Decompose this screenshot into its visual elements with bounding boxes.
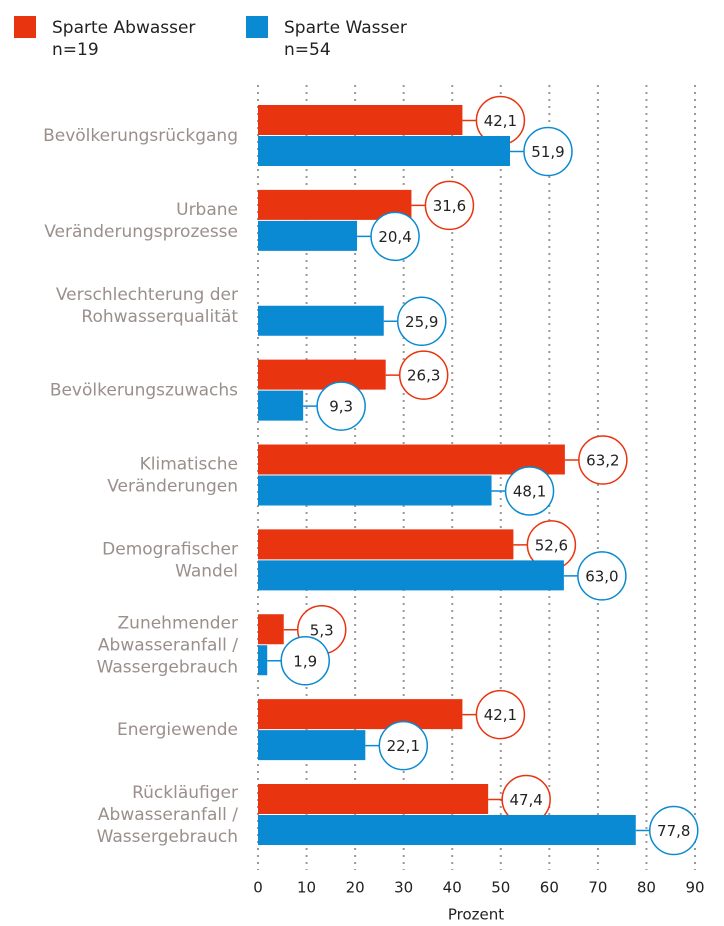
label-bubble	[397, 296, 447, 346]
category-label: Demografischer	[102, 539, 238, 559]
label-bubble	[316, 381, 366, 431]
bar	[258, 699, 463, 730]
value-label: 52,6	[535, 536, 568, 554]
category-label: Wandel	[175, 561, 238, 581]
x-tick-label: 60	[540, 879, 559, 897]
bar	[258, 136, 511, 166]
bar	[258, 390, 304, 421]
legend-note: n=19	[52, 40, 99, 60]
value-label: 31,6	[433, 197, 466, 215]
label-bubble	[523, 126, 573, 177]
x-tick-label: 10	[297, 879, 316, 897]
category-label: Abwasseranfall /	[98, 805, 238, 825]
value-label: 22,1	[387, 737, 420, 755]
category-label: Veränderungen	[107, 477, 238, 497]
category-label: Wassergebrauch	[97, 657, 238, 677]
bar	[258, 359, 386, 390]
category-label: Abwasseranfall /	[98, 635, 238, 655]
value-label: 25,9	[405, 313, 438, 331]
value-label: 9,3	[329, 398, 353, 416]
bar	[258, 220, 358, 251]
label-bubble	[370, 211, 420, 262]
value-label: 48,1	[513, 483, 546, 501]
bar	[258, 475, 492, 506]
x-tick-label: 70	[588, 879, 607, 897]
label-bubble	[649, 805, 699, 856]
bar	[258, 784, 489, 814]
x-tick-label: 90	[685, 879, 704, 897]
bar	[258, 305, 384, 336]
value-label: 47,4	[509, 791, 542, 809]
bar	[258, 444, 565, 475]
legend-note: n=54	[284, 40, 331, 60]
label-bubble	[424, 180, 475, 231]
value-label: 26,3	[407, 367, 440, 385]
x-tick-label: 0	[253, 879, 263, 897]
x-tick-label: 30	[394, 879, 413, 897]
category-label: Verschlechterung der	[56, 285, 238, 305]
category-label: Rohwasserqualität	[81, 307, 238, 327]
label-bubble	[578, 435, 628, 485]
bar	[258, 815, 636, 845]
value-label: 1,9	[293, 652, 317, 670]
bar	[258, 730, 366, 761]
category-label: Rückläufiger	[132, 783, 238, 803]
category-label: Wassergebrauch	[97, 827, 238, 847]
value-label: 51,9	[531, 143, 564, 161]
value-label: 20,4	[378, 228, 411, 246]
category-label: Klimatische	[140, 455, 238, 475]
bar	[258, 645, 268, 676]
legend-swatch	[14, 16, 36, 38]
legend-swatch	[246, 16, 268, 38]
category-label: Veränderungsprozesse	[44, 222, 238, 242]
value-label: 63,0	[585, 567, 618, 585]
value-label: 63,2	[586, 452, 619, 470]
category-label: Bevölkerungsrückgang	[43, 126, 238, 146]
legend-label: Sparte Wasser	[284, 18, 407, 38]
bar	[258, 529, 514, 560]
value-label: 42,1	[484, 112, 517, 130]
value-label: 42,1	[484, 706, 517, 724]
x-tick-label: 40	[443, 879, 462, 897]
label-bubble	[475, 689, 526, 740]
label-bubble	[378, 720, 429, 771]
x-tick-label: 20	[346, 879, 365, 897]
category-label: Zunehmender	[118, 613, 238, 633]
label-bubble	[398, 350, 449, 400]
x-tick-label: 50	[491, 879, 510, 897]
label-bubble	[280, 636, 330, 686]
category-label: Energiewende	[117, 720, 238, 740]
bar	[258, 105, 463, 135]
value-label: 77,8	[657, 822, 690, 840]
value-label: 5,3	[310, 621, 334, 639]
x-tick-label: 80	[637, 879, 656, 897]
bar	[258, 614, 284, 645]
x-axis-label: Prozent	[448, 906, 504, 924]
label-bubble	[577, 551, 627, 601]
category-label: Urbane	[176, 200, 238, 220]
bar	[258, 560, 564, 591]
legend-label: Sparte Abwasser	[52, 18, 195, 38]
category-label: Bevölkerungszuwachs	[50, 381, 238, 401]
label-bubble	[504, 466, 555, 516]
